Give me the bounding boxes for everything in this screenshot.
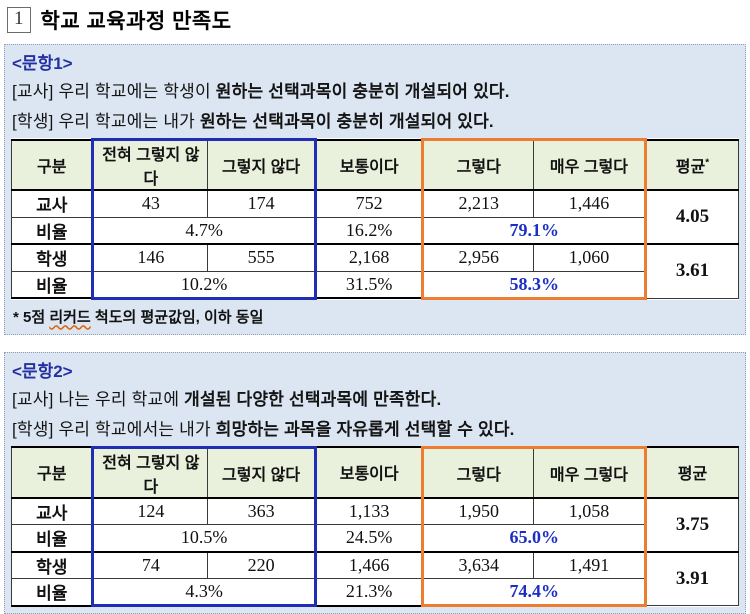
header-neutral: 보통이다 [315,447,423,498]
header-strongly-agree: 매우 그렇다 [533,447,645,498]
question-1-student-statement: [학생] 우리 학교에는 내가 원하는 선택과목이 충분히 개설되어 있다. [11,105,739,135]
row-label-teacher: 교사 [12,190,93,217]
question-2-heading: <문항2> [11,355,739,383]
value-cell: 220 [208,552,316,579]
header-disagree: 그렇지 않다 [208,140,316,191]
student-average-cell: 3.61 [645,244,738,298]
question-1-teacher-statement: [교사] 우리 학교에는 학생이 원하는 선택과목이 충분히 개설되어 있다. [11,75,739,105]
header-disagree: 그렇지 않다 [208,447,316,498]
ratio-negative-cell: 4.7% [93,217,315,244]
value-cell: 74 [93,552,208,579]
page-title-row: 1 학교 교육과정 만족도 [7,5,750,35]
question-2-student-statement: [학생] 우리 학교에서는 내가 희망하는 과목을 자유롭게 선택할 수 있다. [11,413,739,443]
row-label-student: 학생 [12,244,93,271]
value-cell: 43 [93,190,208,217]
spellcheck-word: 리커드 [49,309,90,326]
row-label-ratio: 비율 [12,271,93,298]
ratio-positive-cell: 79.1% [423,217,645,244]
page-title: 학교 교육과정 만족도 [41,5,232,35]
student-ratio-row: 비율 4.3% 21.3% 74.4% [12,579,739,606]
value-cell: 1,058 [533,498,645,525]
row-label-ratio: 비율 [12,579,93,606]
title-number-box: 1 [7,7,31,33]
header-gubun: 구분 [12,447,93,498]
ratio-neutral-cell: 16.2% [315,217,423,244]
header-agree: 그렇다 [423,447,534,498]
statement-bold: 원하는 선택과목이 충분히 개설되어 있다. [216,82,510,101]
value-cell: 1,491 [533,552,645,579]
question-1-section: <문항1> [교사] 우리 학교에는 학생이 원하는 선택과목이 충분히 개설되… [4,44,746,335]
student-ratio-row: 비율 10.2% 31.5% 58.3% [12,271,739,298]
student-count-row: 학생 146 555 2,168 2,956 1,060 3.61 [12,244,739,271]
header-average: 평균 [645,447,738,498]
ratio-negative-cell: 10.2% [93,271,315,298]
average-footnote-marker: * [705,157,709,168]
ratio-neutral-cell: 24.5% [315,525,423,552]
statement-bold: 희망하는 과목을 자유롭게 선택할 수 있다. [216,420,515,439]
value-cell: 2,168 [315,244,423,271]
question-1-table: 구분 전혀 그렇지 않다 그렇지 않다 보통이다 그렇다 매우 그렇다 평균* … [11,138,739,300]
teacher-count-row: 교사 43 174 752 2,213 1,446 4.05 [12,190,739,217]
table-header-row: 구분 전혀 그렇지 않다 그렇지 않다 보통이다 그렇다 매우 그렇다 평균 [12,447,739,498]
row-label-ratio: 비율 [12,217,93,244]
header-strongly-disagree: 전혀 그렇지 않다 [93,447,208,498]
statement-prefix: [교사] 나는 우리 학교에 [12,390,184,409]
value-cell: 2,213 [423,190,534,217]
value-cell: 363 [208,498,316,525]
ratio-negative-cell: 4.3% [93,579,315,606]
ratio-positive-cell: 65.0% [423,525,645,552]
likert-footnote: * 5점 리커드 척도의 평균값임, 이하 동일 [11,300,739,328]
ratio-negative-cell: 10.5% [93,525,315,552]
value-cell: 555 [208,244,316,271]
header-agree: 그렇다 [423,140,534,191]
value-cell: 146 [93,244,208,271]
value-cell: 2,956 [423,244,534,271]
teacher-ratio-row: 비율 10.5% 24.5% 65.0% [12,525,739,552]
student-average-cell: 3.91 [645,552,738,606]
value-cell: 1,446 [533,190,645,217]
question-2-section: <문항2> [교사] 나는 우리 학교에 개설된 다양한 선택과목에 만족한다.… [4,352,746,614]
row-label-teacher: 교사 [12,498,93,525]
statement-prefix: [학생] 우리 학교에는 내가 [12,112,200,131]
question-2-teacher-statement: [교사] 나는 우리 학교에 개설된 다양한 선택과목에 만족한다. [11,383,739,413]
row-label-ratio: 비율 [12,525,93,552]
header-average: 평균* [645,140,738,191]
question-2-table: 구분 전혀 그렇지 않다 그렇지 않다 보통이다 그렇다 매우 그렇다 평균 교… [11,446,739,608]
ratio-neutral-cell: 21.3% [315,579,423,606]
value-cell: 1,950 [423,498,534,525]
teacher-ratio-row: 비율 4.7% 16.2% 79.1% [12,217,739,244]
teacher-average-cell: 4.05 [645,190,738,244]
statement-bold: 원하는 선택과목이 충분히 개설되어 있다. [200,112,494,131]
header-neutral: 보통이다 [315,140,423,191]
value-cell: 1,466 [315,552,423,579]
statement-prefix: [교사] 우리 학교에는 학생이 [12,82,216,101]
question-1-heading: <문항1> [11,47,739,75]
teacher-count-row: 교사 124 363 1,133 1,950 1,058 3.75 [12,498,739,525]
value-cell: 174 [208,190,316,217]
value-cell: 1,133 [315,498,423,525]
value-cell: 3,634 [423,552,534,579]
header-strongly-agree: 매우 그렇다 [533,140,645,191]
value-cell: 124 [93,498,208,525]
ratio-positive-cell: 74.4% [423,579,645,606]
statement-bold: 개설된 다양한 선택과목에 만족한다. [184,390,441,409]
statement-prefix: [학생] 우리 학교에서는 내가 [12,420,216,439]
teacher-average-cell: 3.75 [645,498,738,552]
value-cell: 752 [315,190,423,217]
table-header-row: 구분 전혀 그렇지 않다 그렇지 않다 보통이다 그렇다 매우 그렇다 평균* [12,140,739,191]
ratio-neutral-cell: 31.5% [315,271,423,298]
row-label-student: 학생 [12,552,93,579]
student-count-row: 학생 74 220 1,466 3,634 1,491 3.91 [12,552,739,579]
header-strongly-disagree: 전혀 그렇지 않다 [93,140,208,191]
ratio-positive-cell: 58.3% [423,271,645,298]
header-gubun: 구분 [12,140,93,191]
value-cell: 1,060 [533,244,645,271]
